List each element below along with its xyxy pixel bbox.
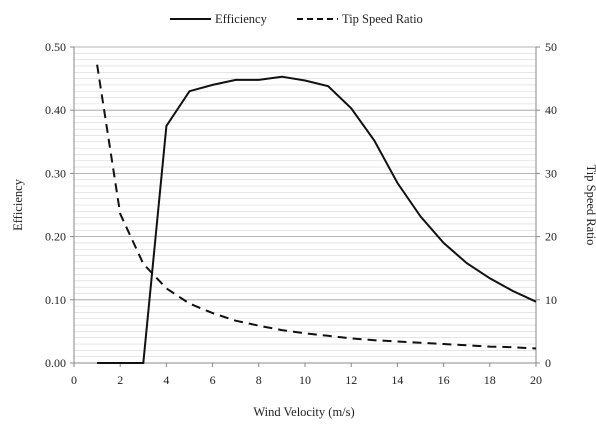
x-tick-label: 6 <box>210 373 216 387</box>
y-axis-title: Efficiency <box>11 178 25 231</box>
legend-label-tip-speed-ratio: Tip Speed Ratio <box>342 12 423 26</box>
y2-tick-label: 50 <box>545 40 557 54</box>
efficiency-line <box>97 75 537 364</box>
x-tick-label: 12 <box>345 373 357 387</box>
x-tick-label: 14 <box>391 373 403 387</box>
legend: Efficiency Tip Speed Ratio <box>170 12 423 26</box>
x-tick-labels: 0 2 4 6 8 10 12 14 16 18 20 <box>71 373 542 387</box>
grid <box>74 46 536 357</box>
tip-speed-ratio-line <box>96 64 537 350</box>
x-tick-label: 4 <box>163 373 169 387</box>
x-tick-label: 20 <box>530 373 542 387</box>
x-tick-label: 8 <box>256 373 262 387</box>
y-tick-label: 0.30 <box>45 166 66 180</box>
y-tick-label: 0.20 <box>45 230 66 244</box>
y-tick-labels: 0.00 0.10 0.20 0.30 0.40 0.50 <box>45 40 66 370</box>
x-tick-label: 2 <box>117 373 123 387</box>
y2-tick-labels: 0 10 20 30 40 50 <box>545 40 557 370</box>
x-tick-label: 0 <box>71 373 77 387</box>
x-tick-label: 16 <box>438 373 450 387</box>
x-tick-label: 10 <box>299 373 311 387</box>
y2-tick-label: 10 <box>545 293 557 307</box>
series-group <box>96 64 537 364</box>
y-tick-label: 0.40 <box>45 103 66 117</box>
y2-tick-label: 40 <box>545 103 557 117</box>
y2-tick-label: 20 <box>545 230 557 244</box>
y2-axis-title: Tip Speed Ratio <box>584 165 596 246</box>
legend-label-efficiency: Efficiency <box>215 12 268 26</box>
x-axis-title: Wind Velocity (m/s) <box>253 405 354 419</box>
y-tick-label: 0.50 <box>45 40 66 54</box>
y2-tick-label: 0 <box>545 356 551 370</box>
x-tick-label: 18 <box>484 373 496 387</box>
y-tick-label: 0.00 <box>45 356 66 370</box>
y-tick-label: 0.10 <box>45 293 66 307</box>
axes <box>70 46 540 367</box>
y2-tick-label: 30 <box>545 166 557 180</box>
